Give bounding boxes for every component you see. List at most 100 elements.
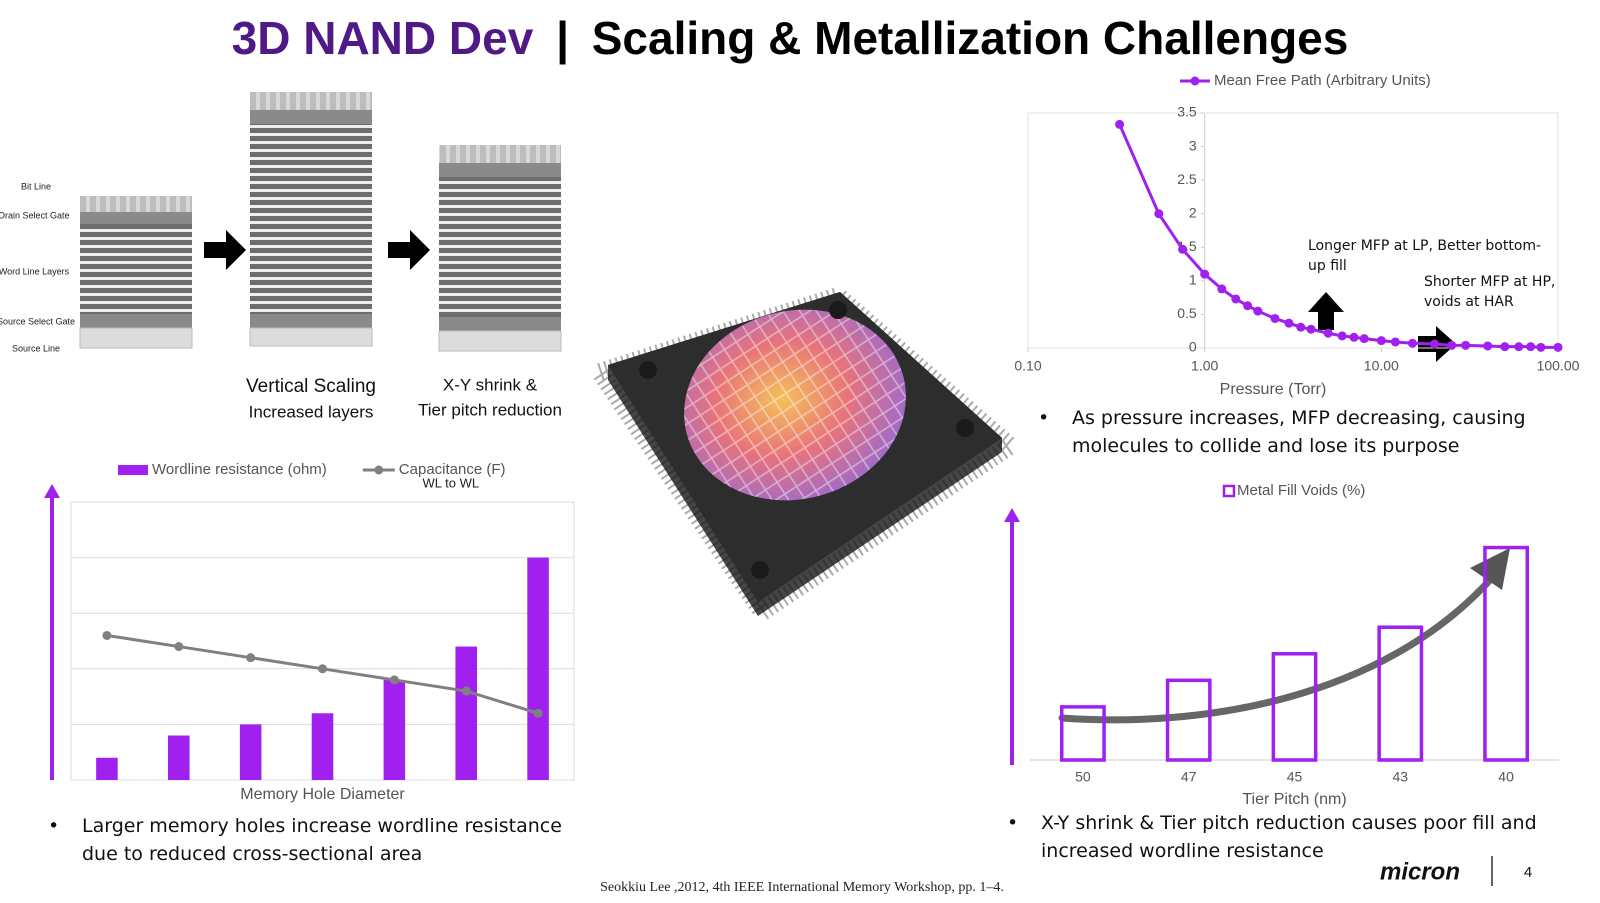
data-point <box>1231 294 1241 304</box>
bar <box>527 557 549 780</box>
annotation: Shorter MFP at HP, voids at HAR <box>1424 274 1556 310</box>
data-point <box>1154 209 1164 219</box>
data-point <box>318 664 327 674</box>
step-heading: Vertical Scaling <box>246 376 376 397</box>
data-point <box>1500 342 1510 352</box>
data-point <box>389 675 399 685</box>
diagram-label: Source Select Gate <box>0 316 75 326</box>
citation: Seokkiu Lee ,2012, 4th IEEE Internationa… <box>600 880 1004 895</box>
diagram-label: Bit Line <box>21 181 51 191</box>
data-point <box>1447 340 1457 350</box>
plot-frame <box>1027 112 1559 349</box>
data-point <box>1407 338 1417 348</box>
bullet: As pressure increases, MFP decreasing, c… <box>1038 404 1572 460</box>
x-tick-label: 0.10 <box>1014 358 1041 374</box>
step-heading: X-Y shrink & <box>443 375 538 394</box>
data-point <box>1115 119 1125 129</box>
legend-label: Mean Free Path (Arbitrary Units) <box>1214 72 1431 89</box>
data-point <box>1514 342 1524 352</box>
y-tick-label: 0.5 <box>1177 305 1197 321</box>
bar <box>239 724 262 780</box>
chip-image <box>585 285 1025 625</box>
data-point <box>1296 322 1306 332</box>
data-point <box>1323 328 1333 338</box>
bar <box>455 646 477 780</box>
diagram-label: Source Line <box>12 343 60 353</box>
data-point <box>102 630 112 640</box>
bar <box>1165 678 1212 762</box>
x-tick-label: 1.00 <box>1191 358 1218 374</box>
data-point <box>1243 301 1253 311</box>
legend-label: Metal Fill Voids (%) <box>1237 482 1365 499</box>
x-tick-label: 47 <box>1181 769 1197 785</box>
data-line <box>1118 123 1558 349</box>
legend-label: Wordline resistance (ohm) <box>152 461 327 478</box>
x-axis-label: Tier Pitch (nm) <box>1242 791 1346 808</box>
slide-title: 3D NAND Dev | Scaling & Metallization Ch… <box>232 12 1349 64</box>
trend-axis-arrow <box>44 484 60 498</box>
x-tick-label: 40 <box>1498 769 1514 785</box>
diagram-label: Drain Select Gate <box>0 210 70 220</box>
legend-swatch <box>118 465 148 475</box>
step-caption: Tier pitch reduction <box>418 400 562 419</box>
data-point <box>1337 331 1347 341</box>
data-point <box>533 708 543 718</box>
x-tick-label: 50 <box>1075 769 1091 785</box>
data-point <box>174 642 184 652</box>
trend-axis-arrow <box>1004 508 1020 522</box>
data-point <box>461 686 471 696</box>
y-tick-label: 3 <box>1189 137 1197 153</box>
data-point <box>1284 318 1294 328</box>
bullet: Larger memory holes increase wordline re… <box>48 812 602 868</box>
bar <box>1059 705 1106 762</box>
step-arrow <box>388 230 430 270</box>
data-point <box>246 653 256 663</box>
step-arrow <box>204 230 246 270</box>
y-tick-label: 1 <box>1189 272 1197 288</box>
data-point <box>1178 244 1188 254</box>
x-axis-label: Memory Hole Diameter <box>240 786 405 803</box>
data-point <box>1200 269 1210 279</box>
bar <box>168 735 190 780</box>
data-point <box>1536 342 1546 352</box>
bar <box>1377 625 1424 762</box>
data-point <box>1430 339 1440 349</box>
annotation: Longer MFP at LP, Better bottom-up fill <box>1308 238 1542 274</box>
trend-arrow <box>1058 576 1494 724</box>
x-axis-label: Pressure (Torr) <box>1220 381 1327 398</box>
bar <box>96 757 118 780</box>
title-separator: | <box>556 12 569 64</box>
nand-stack-tall <box>249 92 373 347</box>
data-point <box>1376 336 1386 346</box>
title-rest: Scaling & Metallization Challenges <box>592 12 1349 64</box>
data-point <box>1349 332 1359 342</box>
annotation-arrow <box>1308 292 1344 330</box>
x-tick-label: 43 <box>1393 769 1409 785</box>
bar <box>1483 545 1530 762</box>
data-point <box>1483 341 1493 351</box>
nand-stack-shrink <box>438 145 562 352</box>
x-tick-label: 45 <box>1287 769 1303 785</box>
y-tick-label: 0 <box>1189 339 1197 355</box>
diagram-label: Word Line Layers <box>0 266 70 276</box>
x-tick-label: 10.00 <box>1364 358 1399 374</box>
legend-marker <box>1190 76 1200 86</box>
data-point <box>1526 342 1536 352</box>
data-point <box>1553 342 1563 352</box>
y-tick-label: 3.5 <box>1177 104 1197 120</box>
data-point <box>1270 313 1280 323</box>
y-tick-label: 2.5 <box>1177 171 1197 187</box>
bar <box>383 679 406 780</box>
legend-swatch <box>1222 484 1236 498</box>
bar <box>1271 652 1318 762</box>
trend-arrow <box>1470 548 1510 590</box>
title-highlight: 3D NAND Dev <box>232 12 534 64</box>
legend-label: Capacitance (F) <box>399 461 506 478</box>
data-point <box>1306 324 1316 334</box>
page-number: 4 <box>1524 864 1532 881</box>
y-tick-label: 2 <box>1189 204 1197 220</box>
data-point <box>1390 337 1400 347</box>
legend-marker <box>374 465 384 475</box>
